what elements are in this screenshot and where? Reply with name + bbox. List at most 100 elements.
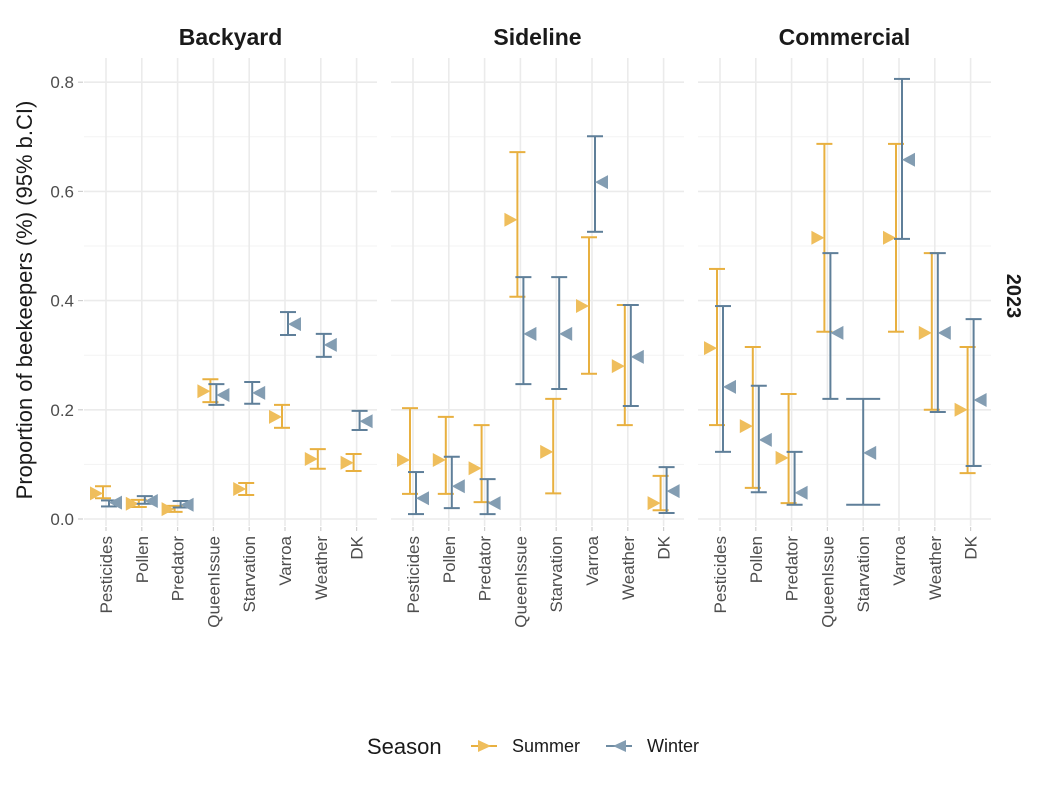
data-point-winter — [973, 392, 987, 407]
data-point-summer — [611, 359, 625, 374]
data-point-winter — [288, 317, 301, 332]
errorbar-winter — [750, 384, 772, 494]
errorbar-summer — [576, 236, 597, 375]
x-tick-label: Weather — [312, 536, 331, 600]
x-tick-label: DK — [962, 535, 981, 559]
y-tick-label: 0.6 — [50, 182, 74, 201]
errorbar-winter — [315, 332, 337, 358]
x-tick-label: Varroa — [890, 535, 909, 585]
data-point-summer — [432, 453, 446, 468]
panel-commercial: Commercial Pesticides Pollen Predator QueenI… — [698, 24, 991, 628]
data-point-summer — [954, 402, 968, 417]
x-tick-label: Predator — [169, 536, 188, 602]
x-tick-label: Pesticides — [404, 536, 423, 613]
panel-title: Sideline — [493, 24, 581, 50]
y-tick-label: 0.0 — [50, 510, 74, 529]
errorbar-summer — [883, 142, 904, 333]
data-point-winter — [595, 175, 608, 190]
x-tick-label: Starvation — [240, 536, 259, 613]
data-point-summer — [161, 502, 175, 517]
data-point-winter — [863, 445, 877, 460]
data-point-summer — [918, 325, 932, 340]
data-point-summer — [125, 496, 139, 511]
errorbar-winter — [172, 497, 194, 512]
x-tick-label: Starvation — [547, 536, 566, 613]
data-point-winter — [451, 479, 465, 494]
data-point-winter — [109, 495, 122, 510]
data-point-winter — [252, 385, 266, 400]
legend: Season Summer Winter — [367, 734, 699, 759]
y-axis-label: Proportion of beekeepers (%) (95% b.CI) — [12, 101, 37, 500]
data-point-winter — [216, 388, 230, 403]
data-point-summer — [340, 455, 354, 470]
errorbar-winter — [846, 397, 881, 506]
errorbar-winter — [515, 276, 537, 386]
errorbar-winter — [822, 252, 844, 400]
data-point-winter — [416, 491, 429, 506]
row-strip-label: 2023 — [1002, 274, 1024, 319]
x-tick-label: Predator — [783, 536, 802, 602]
errorbar-summer — [739, 346, 761, 489]
x-tick-label: Predator — [476, 536, 495, 602]
data-point-summer — [504, 212, 518, 227]
data-point-summer — [811, 230, 825, 245]
errorbar-winter — [587, 135, 608, 233]
errorbar-summer — [269, 403, 290, 429]
legend-item-winter: Winter — [606, 736, 699, 756]
errorbar-summer — [90, 485, 111, 501]
errorbar-winter — [408, 471, 429, 516]
data-point-summer — [704, 341, 717, 356]
panel-sideline: Sideline Pesticides Pollen Predator QueenIss… — [391, 24, 684, 628]
y-tick-label: 0.8 — [50, 73, 74, 92]
errorbar-summer — [918, 252, 940, 411]
panel-backyard: Backyard Pesticides Pollen Predator QueenIss… — [84, 24, 377, 628]
errorbar-winter — [136, 493, 158, 508]
errorbar-summer — [161, 502, 183, 517]
errorbar-winter — [622, 303, 644, 407]
data-point-summer — [90, 486, 103, 501]
data-point-summer — [576, 299, 589, 314]
errorbar-summer — [704, 267, 725, 427]
errorbar-summer — [504, 151, 526, 298]
errorbar-summer — [304, 448, 326, 470]
x-tick-label: Pollen — [747, 536, 766, 583]
data-point-winter — [666, 484, 680, 499]
legend-key-summer-triangle-icon — [478, 740, 491, 752]
data-point-summer — [304, 451, 318, 466]
errorbar-winter — [208, 383, 230, 406]
x-tick-label: QueenIssue — [818, 536, 837, 628]
errorbar-summer — [540, 397, 562, 495]
data-point-winter — [630, 349, 644, 364]
data-point-summer — [540, 444, 554, 459]
errorbar-summer — [775, 392, 797, 505]
data-point-summer — [647, 496, 661, 511]
x-tick-label: Pesticides — [711, 536, 730, 613]
data-point-winter — [902, 152, 915, 167]
errorbar-summer — [432, 415, 454, 495]
data-point-winter — [794, 485, 808, 500]
errorbar-winter — [929, 252, 951, 413]
errorbar-summer — [611, 303, 633, 427]
x-tick-label: QueenIssue — [204, 536, 223, 628]
data-point-summer — [397, 453, 410, 468]
data-point-winter — [144, 493, 158, 508]
errorbar-winter — [443, 455, 465, 510]
errorbar-winter — [280, 311, 301, 336]
data-point-winter — [830, 325, 844, 340]
data-point-winter — [937, 325, 951, 340]
errorbar-summer — [954, 346, 976, 475]
data-point-winter — [487, 496, 501, 511]
x-tick-label: Pesticides — [97, 536, 116, 613]
errorbar-winter — [965, 318, 987, 468]
panels: Backyard Pesticides Pollen Predator QueenIss… — [50, 24, 991, 628]
errorbar-winter — [351, 409, 373, 432]
data-point-summer — [739, 419, 753, 434]
data-point-winter — [180, 497, 194, 512]
errorbar-summer — [468, 424, 490, 504]
x-tick-label: Weather — [926, 536, 945, 600]
errorbar-winter — [894, 77, 915, 240]
legend-label-winter: Winter — [647, 736, 699, 756]
errorbar-winter — [479, 478, 501, 516]
errorbar-winter — [101, 495, 122, 510]
